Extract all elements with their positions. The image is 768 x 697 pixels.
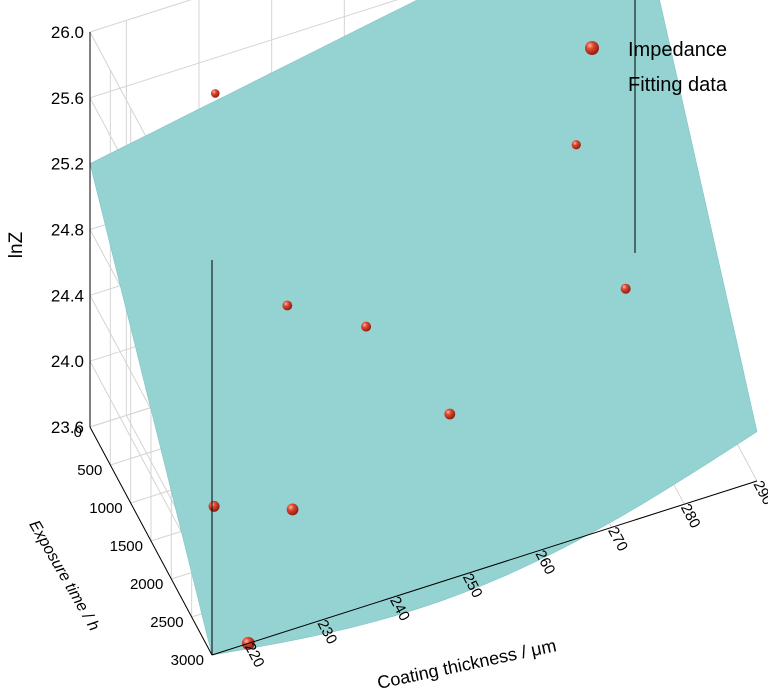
- impedance-point: [620, 283, 631, 294]
- z-axis-title: lnZ: [6, 231, 27, 258]
- legend-fitting-marker: [562, 70, 620, 98]
- z-tick-label: 23.6: [51, 418, 84, 437]
- impedance-point: [208, 500, 220, 512]
- impedance-point: [282, 300, 293, 311]
- legend-impedance-marker: [585, 41, 599, 55]
- z-tick-label: 24.8: [51, 221, 84, 240]
- z-tick-label: 24.4: [51, 286, 84, 305]
- z-tick-label: 24.0: [51, 352, 84, 371]
- z-tick-label: 25.2: [51, 155, 84, 174]
- grid-line: [89, 0, 399, 99]
- y-tick-label: 1000: [89, 500, 122, 517]
- impedance-point: [286, 503, 299, 516]
- legend-impedance-label: Impedance: [628, 39, 727, 61]
- z-tick-label: 26.0: [51, 23, 84, 42]
- x-axis-title: Coating thickness / μm: [375, 635, 558, 692]
- z-tick-labels: 26.0 25.6 25.2 24.8 24.4 24.0 23.6: [51, 23, 84, 437]
- legend: Impedance Fitting data: [562, 39, 728, 98]
- impedance-point: [210, 89, 220, 98]
- y-tick-labels: 0 500 1000 1500 2000 2500 3000: [74, 424, 204, 669]
- y-tick-label: 1500: [110, 538, 143, 555]
- y-tick-label: 0: [74, 424, 82, 441]
- impedance-points: [208, 89, 631, 650]
- x-axis-line: [211, 480, 758, 656]
- fitting-surface: [89, 0, 758, 656]
- axes: [89, 0, 758, 656]
- z-tick-label: 25.6: [51, 89, 84, 108]
- y-tick-label: 500: [77, 462, 102, 479]
- impedance-point: [444, 408, 456, 420]
- y-tick-label: 3000: [171, 652, 204, 669]
- impedance-point: [571, 140, 581, 150]
- y-axis-line: [89, 426, 213, 656]
- impedance-point: [361, 321, 372, 332]
- y-tick-label: 2500: [150, 614, 183, 631]
- grid-line: [89, 0, 192, 33]
- legend-fitting-label: Fitting data: [628, 74, 728, 96]
- y-axis-title: Exposure time / h: [25, 518, 102, 634]
- y-tick-label: 2000: [130, 576, 163, 593]
